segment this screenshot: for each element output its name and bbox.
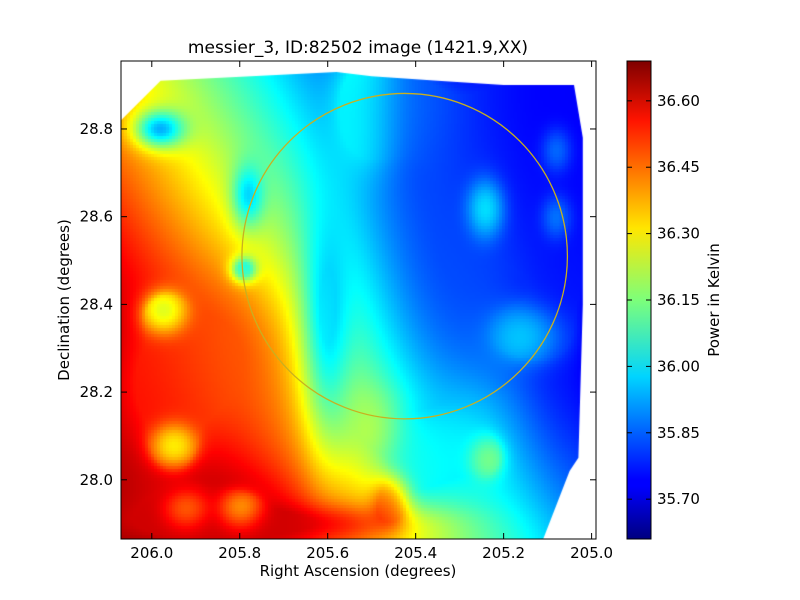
y-tick-label: 28.2 xyxy=(80,383,113,401)
heatmap-image xyxy=(121,61,596,539)
y-tick-label: 28.8 xyxy=(80,120,113,138)
x-tick-label: 205.4 xyxy=(394,544,437,562)
plot-frame xyxy=(120,60,597,540)
colorbar-label: Power in Kelvin xyxy=(705,243,723,357)
chart-title: messier_3, ID:82502 image (1421.9,XX) xyxy=(188,38,528,58)
x-axis-label: Right Ascension (degrees) xyxy=(260,562,457,580)
x-tick-label: 205.8 xyxy=(218,544,261,562)
colorbar-tick-label: 35.70 xyxy=(657,490,700,508)
y-axis: 28.0 28.2 28.4 28.6 28.8 xyxy=(80,120,596,489)
x-axis: 206.0 205.8 205.6 205.4 205.2 205.0 xyxy=(130,61,613,562)
colorbar-tick-label: 36.00 xyxy=(657,357,700,375)
y-tick-label: 28.0 xyxy=(80,471,113,489)
beam-circle xyxy=(241,92,569,420)
x-tick-label: 205.0 xyxy=(570,544,613,562)
colorbar-tick-label: 36.15 xyxy=(657,291,700,309)
x-tick-label: 206.0 xyxy=(130,544,173,562)
x-tick-label: 205.2 xyxy=(482,544,525,562)
colorbar-tick-label: 36.30 xyxy=(657,225,700,243)
colorbar-tick-label: 36.60 xyxy=(657,92,700,110)
colorbar-tick-label: 36.45 xyxy=(657,158,700,176)
y-tick-label: 28.4 xyxy=(80,295,113,313)
x-tick-label: 205.6 xyxy=(306,544,349,562)
colorbar-tick-label: 35.85 xyxy=(657,424,700,442)
y-axis-label: Declination (degrees) xyxy=(55,219,73,381)
y-tick-label: 28.6 xyxy=(80,208,113,226)
colorbar-ticks: 35.70 35.85 36.00 36.15 36.30 36.45 36.60 xyxy=(627,92,700,508)
